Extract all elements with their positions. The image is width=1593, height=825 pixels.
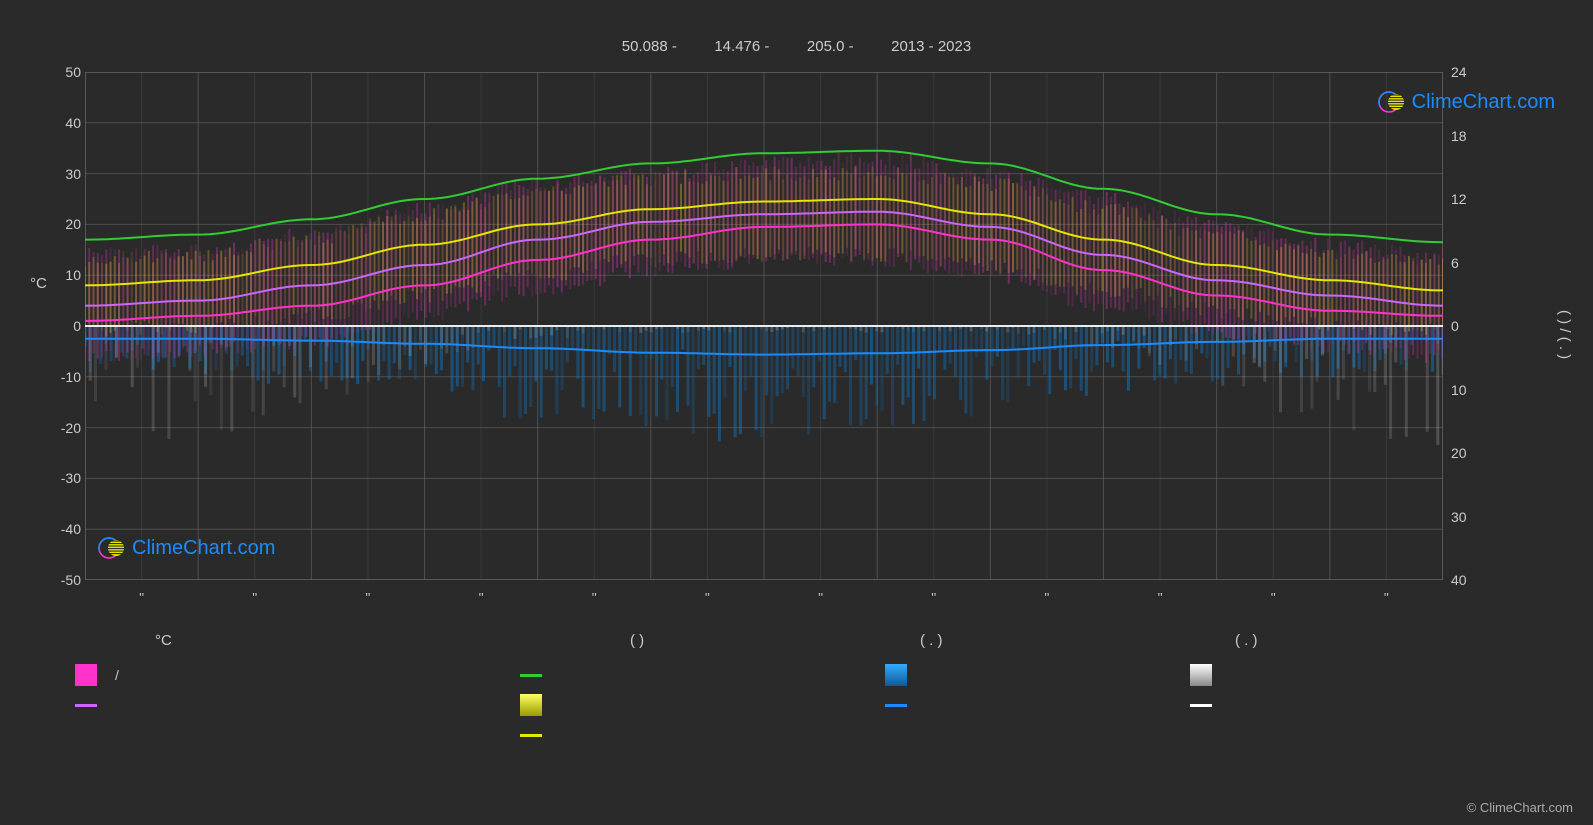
plot-area [85,72,1443,580]
chart-header: 50.088 - 14.476 - 205.0 - 2013 - 2023 [0,38,1593,55]
x-tick: '' [592,590,597,605]
x-tick: '' [1044,590,1049,605]
y-right-tick: 0 [1451,318,1481,334]
x-tick: '' [1158,590,1163,605]
watermark-top-right: ClimeChart.com [1378,88,1555,116]
legend-swatch [75,664,97,686]
x-tick: '' [818,590,823,605]
y-left-tick: -20 [47,420,81,436]
copyright: © ClimeChart.com [1467,800,1573,815]
legend-header: °C ( ) ( . ) ( . ) [85,632,1443,654]
x-tick: '' [139,590,144,605]
y-left-tick: 20 [47,216,81,232]
y-left-tick: -10 [47,369,81,385]
x-tick: '' [479,590,484,605]
header-years: 2013 - 2023 [891,38,971,55]
y-left-axis-label: °C [30,275,47,292]
legend-swatch [1190,704,1212,707]
y-right-tick: 40 [1451,572,1481,588]
y-right-axis-label: ( ) / ( . ) [1556,310,1573,359]
y-right-tick: 6 [1451,255,1481,271]
legend-item [75,690,415,720]
legend-swatch [75,704,97,707]
watermark-bottom-left: ClimeChart.com [98,534,275,562]
y-right-tick: 20 [1451,445,1481,461]
x-tick: '' [705,590,710,605]
legend-swatch [520,734,542,737]
legend-header-4: ( . ) [1235,632,1258,649]
legend-header-2: ( ) [630,632,644,649]
y-left-tick: -30 [47,470,81,486]
legend-item [885,660,1225,690]
brand-icon [1378,88,1406,116]
x-axis-ticks: '' '' '' '' '' '' '' '' '' '' '' '' [85,590,1443,610]
y-left-tick: 40 [47,115,81,131]
y-left-tick: 10 [47,267,81,283]
legend-item [1190,690,1530,720]
header-lon: 14.476 - [714,38,769,55]
chart-container: 50.088 - 14.476 - 205.0 - 2013 - 2023 °C… [0,0,1593,825]
legend-header-3: ( . ) [920,632,943,649]
y-left-tick: 30 [47,166,81,182]
y-left-ticks: 50403020100-10-20-30-40-50 [47,72,81,580]
legend-swatch [520,674,542,677]
legend-label: / [115,667,119,683]
x-tick: '' [1384,590,1389,605]
x-tick: '' [365,590,370,605]
y-right-tick: 24 [1451,64,1481,80]
y-right-tick: 12 [1451,191,1481,207]
header-lat: 50.088 - [622,38,677,55]
y-right-tick: 10 [1451,382,1481,398]
y-left-tick: 0 [47,318,81,334]
legend-swatch [1190,664,1212,686]
brand-text: ClimeChart.com [1412,91,1555,114]
y-right-ticks: 2418126010203040 [1451,72,1481,580]
x-tick: '' [252,590,257,605]
y-left-tick: -50 [47,572,81,588]
y-right-tick: 18 [1451,128,1481,144]
legend-item: / [75,660,415,690]
y-left-tick: -40 [47,521,81,537]
legend-swatch [885,664,907,686]
x-tick: '' [1271,590,1276,605]
legend-item [885,690,1225,720]
legend-swatch [885,704,907,707]
y-left-tick: 50 [47,64,81,80]
legend-swatch [520,694,542,716]
legend-item [520,660,860,690]
legend-item [520,690,860,720]
legend-item [1190,660,1530,690]
legend-header-1: °C [155,632,172,649]
brand-text: ClimeChart.com [132,537,275,560]
legend-item [520,720,860,750]
x-tick: '' [931,590,936,605]
y-right-tick: 30 [1451,509,1481,525]
header-elev: 205.0 - [807,38,854,55]
brand-icon [98,534,126,562]
